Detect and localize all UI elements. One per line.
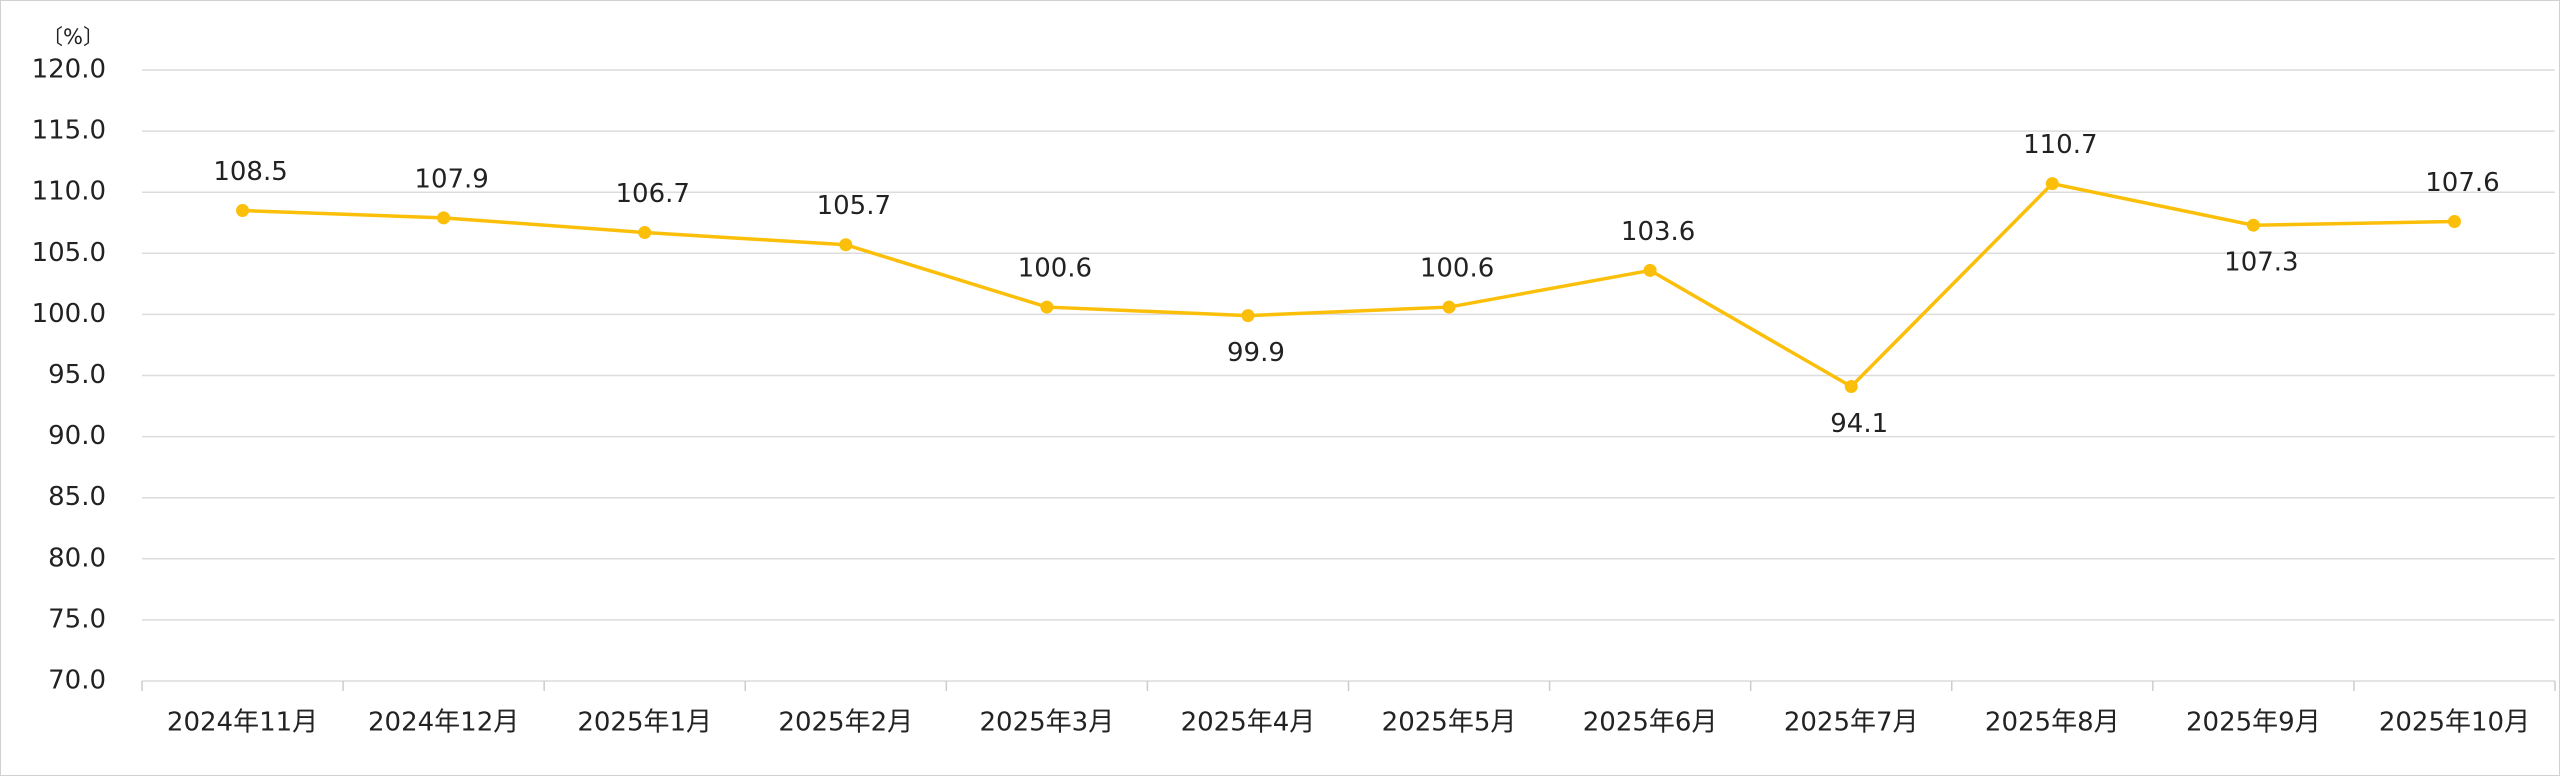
data-point (2447, 215, 2461, 229)
data-label: 107.9 (414, 164, 488, 194)
data-label: 106.7 (615, 179, 689, 209)
data-point (2045, 177, 2059, 191)
x-tick-label: 2025年10月 (2379, 708, 2530, 738)
x-tick-label: 2025年4月 (1181, 708, 1316, 738)
data-point (437, 211, 451, 225)
y-tick-label: 105.0 (32, 238, 106, 268)
x-tick-label: 2025年1月 (577, 708, 712, 738)
data-label: 100.6 (1018, 254, 1092, 284)
data-point (1241, 309, 1255, 323)
y-tick-label: 115.0 (32, 116, 106, 146)
x-tick-label: 2025年3月 (980, 708, 1115, 738)
data-label: 105.7 (817, 191, 891, 221)
y-tick-label: 120.0 (32, 55, 106, 85)
data-point (2246, 218, 2260, 232)
data-label: 108.5 (213, 157, 287, 187)
data-point (236, 204, 250, 218)
y-tick-label: 100.0 (32, 299, 106, 329)
y-tick-label: 110.0 (32, 177, 106, 207)
x-tick-label: 2024年11月 (167, 708, 318, 738)
data-point (1040, 300, 1054, 314)
x-tick-label: 2025年6月 (1583, 708, 1718, 738)
x-tick-label: 2024年12月 (368, 708, 519, 738)
series-line (242, 181, 2455, 389)
data-point (638, 226, 652, 240)
y-unit: 〔%〕 (42, 25, 104, 49)
x-tick-label: 2025年8月 (1985, 708, 2120, 738)
x-tick-label: 2025年7月 (1784, 708, 1919, 738)
data-label: 94.1 (1830, 409, 1888, 439)
data-label: 110.7 (2023, 130, 2097, 160)
y-tick-label: 85.0 (48, 482, 106, 512)
data-label: 103.6 (1621, 217, 1695, 247)
x-tick-label: 2025年9月 (2186, 708, 2321, 738)
data-point (1643, 263, 1657, 277)
data-label: 107.3 (2224, 248, 2298, 278)
y-tick-label: 75.0 (48, 604, 106, 634)
data-point (1442, 300, 1456, 314)
data-point (839, 238, 853, 252)
x-tick-label: 2025年5月 (1382, 708, 1517, 738)
y-tick-label: 95.0 (48, 360, 106, 390)
y-tick-label: 90.0 (48, 421, 106, 451)
data-label: 99.9 (1227, 338, 1285, 368)
data-label: 100.6 (1420, 254, 1494, 284)
y-tick-label: 70.0 (48, 666, 106, 696)
x-tick-label: 2025年2月 (778, 708, 913, 738)
y-tick-label: 80.0 (48, 543, 106, 573)
data-point (1844, 379, 1858, 393)
data-label: 107.6 (2425, 168, 2499, 198)
